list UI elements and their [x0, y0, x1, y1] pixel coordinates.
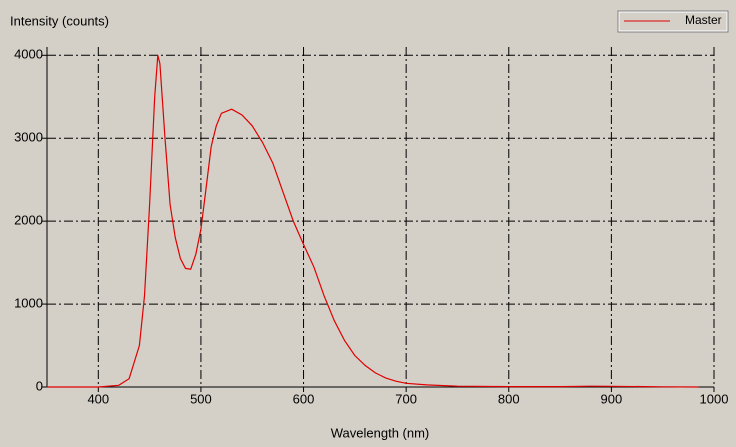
y-tick-label: 4000 [14, 47, 43, 62]
x-tick-label: 800 [498, 391, 520, 406]
x-tick-label: 700 [395, 391, 417, 406]
data-line [47, 55, 699, 388]
y-tick-label: 2000 [14, 213, 43, 228]
x-tick-label: 600 [293, 391, 315, 406]
x-tick-label: 1000 [700, 391, 729, 406]
y-tick-label: 3000 [14, 130, 43, 145]
legend[interactable]: Master [617, 10, 729, 33]
x-tick-label: 500 [190, 391, 212, 406]
y-axis-title: Intensity (counts) [10, 13, 109, 28]
x-tick-label: 400 [87, 391, 109, 406]
x-axis-title: Wavelength (nm) [331, 425, 430, 440]
legend-label: Master [685, 13, 722, 27]
x-tick-label: 900 [601, 391, 623, 406]
legend-bevel [618, 11, 728, 32]
legend-box [617, 10, 729, 33]
y-tick-label: 0 [36, 378, 43, 393]
y-tick-label: 1000 [14, 296, 43, 311]
